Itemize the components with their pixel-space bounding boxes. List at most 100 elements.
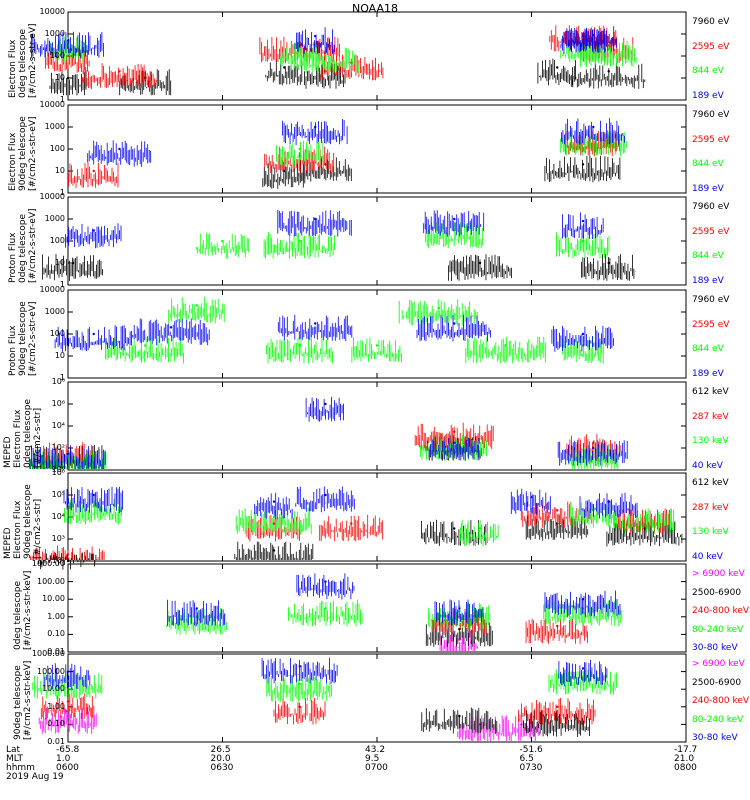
series-spikes [195,232,250,259]
series-spikes [570,62,646,89]
series-spikes [525,618,588,644]
data-point [314,217,317,221]
y-axis-label: 0deg telescope [23,398,33,468]
y-axis-label: Proton Flux [8,325,18,376]
series-spikes [427,602,491,630]
series-spikes [40,693,95,720]
series-spikes [558,659,608,687]
series-40-kev [63,486,638,520]
date-label: 2019 Aug 19 [6,772,64,782]
series-spikes [30,545,105,564]
series-2595-ev [45,25,635,90]
series-spikes [465,336,546,364]
x-tick-label-mlt: 20.0 [210,754,231,764]
y-axis-label: 0deg telescope [18,213,28,283]
x-row-label: Lat [6,745,21,755]
series-spikes [277,314,353,342]
legend-entry: 2500-6900 [692,587,742,598]
x-tick-label-lat: -51.6 [519,745,543,755]
data-point [324,580,327,583]
legend-entry: 2595 eV [692,41,730,52]
series-spikes [44,663,91,690]
y-tick-label: 1000 [44,214,65,223]
y-axis-label: [#/cm2-s-str-eV] [28,23,38,98]
legend-entry: 7960 eV [692,295,730,305]
series-spikes [266,337,333,364]
legend-entry: 80-240 keV [692,714,744,725]
data-point [66,450,70,453]
y-axis-label: [#/cm2-s-str-keV] [23,570,33,650]
series-spikes [523,710,590,737]
series-spikes [38,707,97,734]
y-axis-label: Electron Flux [8,39,18,98]
series-189-ev [65,210,604,249]
data-point [581,332,585,336]
panel-8 [32,653,687,743]
x-tick-label-mlt: 6.5 [519,754,534,764]
series-130-kev [64,498,676,547]
x-tick-label-hhmm: 0730 [519,763,543,773]
y-tick-label: 1000 [44,307,65,316]
series-spikes [288,599,363,627]
series-spikes [49,70,87,96]
y-axis-label: [#/cm2-s-str-eV] [28,301,38,376]
data-point [453,322,456,325]
data-point [298,239,301,243]
legend-entry: 287 keV [692,502,729,513]
legend-entry: 240-800 keV [692,606,750,616]
data-point [66,559,70,563]
series-spikes [510,488,551,515]
x-tick-label-lat: 43.2 [365,745,386,755]
series-spikes [42,254,103,281]
series-spikes [262,162,306,189]
data-point [272,515,276,519]
y-tick-label: 1000.00 [31,559,65,568]
series-spikes [54,325,132,352]
legend-entry: 30-80 keV [692,643,738,653]
series-40-kev [29,396,628,469]
series-2500-6900 [421,707,590,737]
series-spikes [298,157,352,182]
y-tick-label: 0.10 [47,719,65,729]
series-spikes [105,336,184,364]
series-spikes [82,63,157,90]
panel-4 [54,289,687,379]
y-tick-label: 10000 [39,7,65,16]
legend-entry: 7960 eV [692,110,730,120]
series-spikes [421,707,498,734]
panel-3 [42,196,687,286]
series-spikes [277,210,352,237]
series-spikes [87,140,152,167]
series-spikes [434,599,484,626]
legend-entry: 287 keV [692,411,729,422]
data-point [324,402,327,406]
data-point [221,239,224,243]
y-tick-label: 1 [59,95,65,104]
data-point [92,332,95,336]
series-844-ev [105,296,604,364]
legend-entry: 7960 eV [692,17,730,27]
series-spikes [580,40,637,68]
x-tick-label-lat: -17.7 [674,745,698,755]
legend-entry: 189 eV [692,184,724,194]
data-point [556,66,559,69]
y-axis-label: 0deg telescope [13,580,23,650]
legend-entry: > 6900 keV [692,659,745,669]
y-axis-label: 90deg telescope [23,484,33,559]
series-spikes [38,552,97,570]
y-tick-label: 0.01 [47,647,65,656]
y-tick-label: 1000 [44,122,65,131]
legend-entry: 30-80 keV [692,733,738,743]
series-spikes [65,223,122,249]
series-287-kev [30,501,672,564]
series-spikes [537,58,576,86]
series-spikes [448,254,512,281]
series-spikes [544,590,621,618]
series-spikes [168,296,225,324]
data-point [556,509,559,512]
panel-7 [67,563,687,653]
y-tick-label: 10 [54,73,65,82]
series-spikes [68,162,119,188]
legend-entry: 2595 eV [692,134,730,145]
series-spikes [421,519,487,546]
